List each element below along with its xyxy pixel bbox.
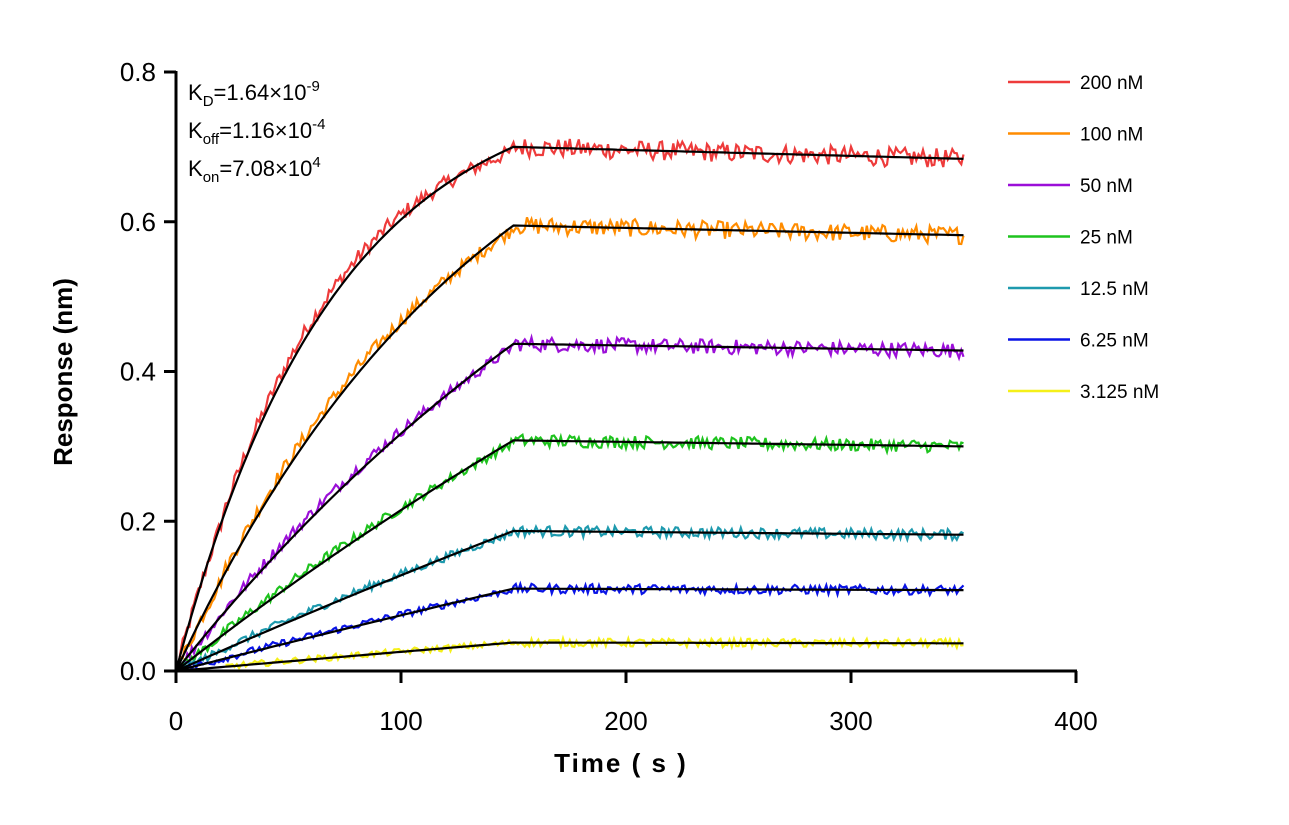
x-axis-title: Time ( s ): [554, 748, 688, 778]
x-tick-label: 400: [1054, 706, 1097, 736]
y-tick-label: 0.4: [120, 357, 156, 387]
fit-curve-100-nM: [175, 224, 964, 672]
data-series-6-25-nM: [175, 580, 965, 673]
y-axis-title: Response (nm): [48, 278, 78, 466]
x-tick-label: 100: [379, 706, 422, 736]
fit-curve-12-5-nM: [175, 529, 964, 673]
y-tick-label: 0.2: [120, 506, 156, 536]
x-tick-label: 200: [604, 706, 647, 736]
y-tick-label: 0.6: [120, 207, 156, 237]
fit-curve-25-nM: [175, 439, 964, 672]
fit-curve-50-nM: [175, 342, 964, 672]
y-tick-label: 0.8: [120, 57, 156, 87]
data-series-50-nM: [176, 333, 965, 673]
data-series-25-nM: [176, 432, 964, 673]
legend-label: 25 nM: [1080, 228, 1133, 249]
legend-label: 200 nM: [1080, 73, 1143, 94]
x-tick-label: 300: [829, 706, 872, 736]
legend-label: 100 nM: [1080, 125, 1143, 146]
data-series-100-nM: [176, 215, 965, 673]
x-tick-label: 0: [169, 706, 183, 736]
legend-label: 50 nM: [1080, 176, 1133, 197]
legend-label: 6.25 nM: [1080, 331, 1149, 352]
kinetic-annotation: Koff=1.16×10-4: [188, 116, 325, 148]
data-series-12-5-nM: [175, 523, 965, 673]
fit-curve-3-125-nM: [175, 641, 964, 673]
kinetic-annotation: KD=1.64×10-9: [188, 78, 320, 110]
y-tick-label: 0.0: [120, 656, 156, 686]
fit-curve-200-nM: [174, 145, 964, 672]
fit-curve-6-25-nM: [175, 587, 964, 673]
kinetic-annotation: Kon=7.08×104: [188, 154, 321, 186]
data-series-200-nM: [175, 138, 965, 670]
legend-label: 12.5 nM: [1080, 279, 1149, 300]
legend-label: 3.125 nM: [1080, 382, 1159, 403]
